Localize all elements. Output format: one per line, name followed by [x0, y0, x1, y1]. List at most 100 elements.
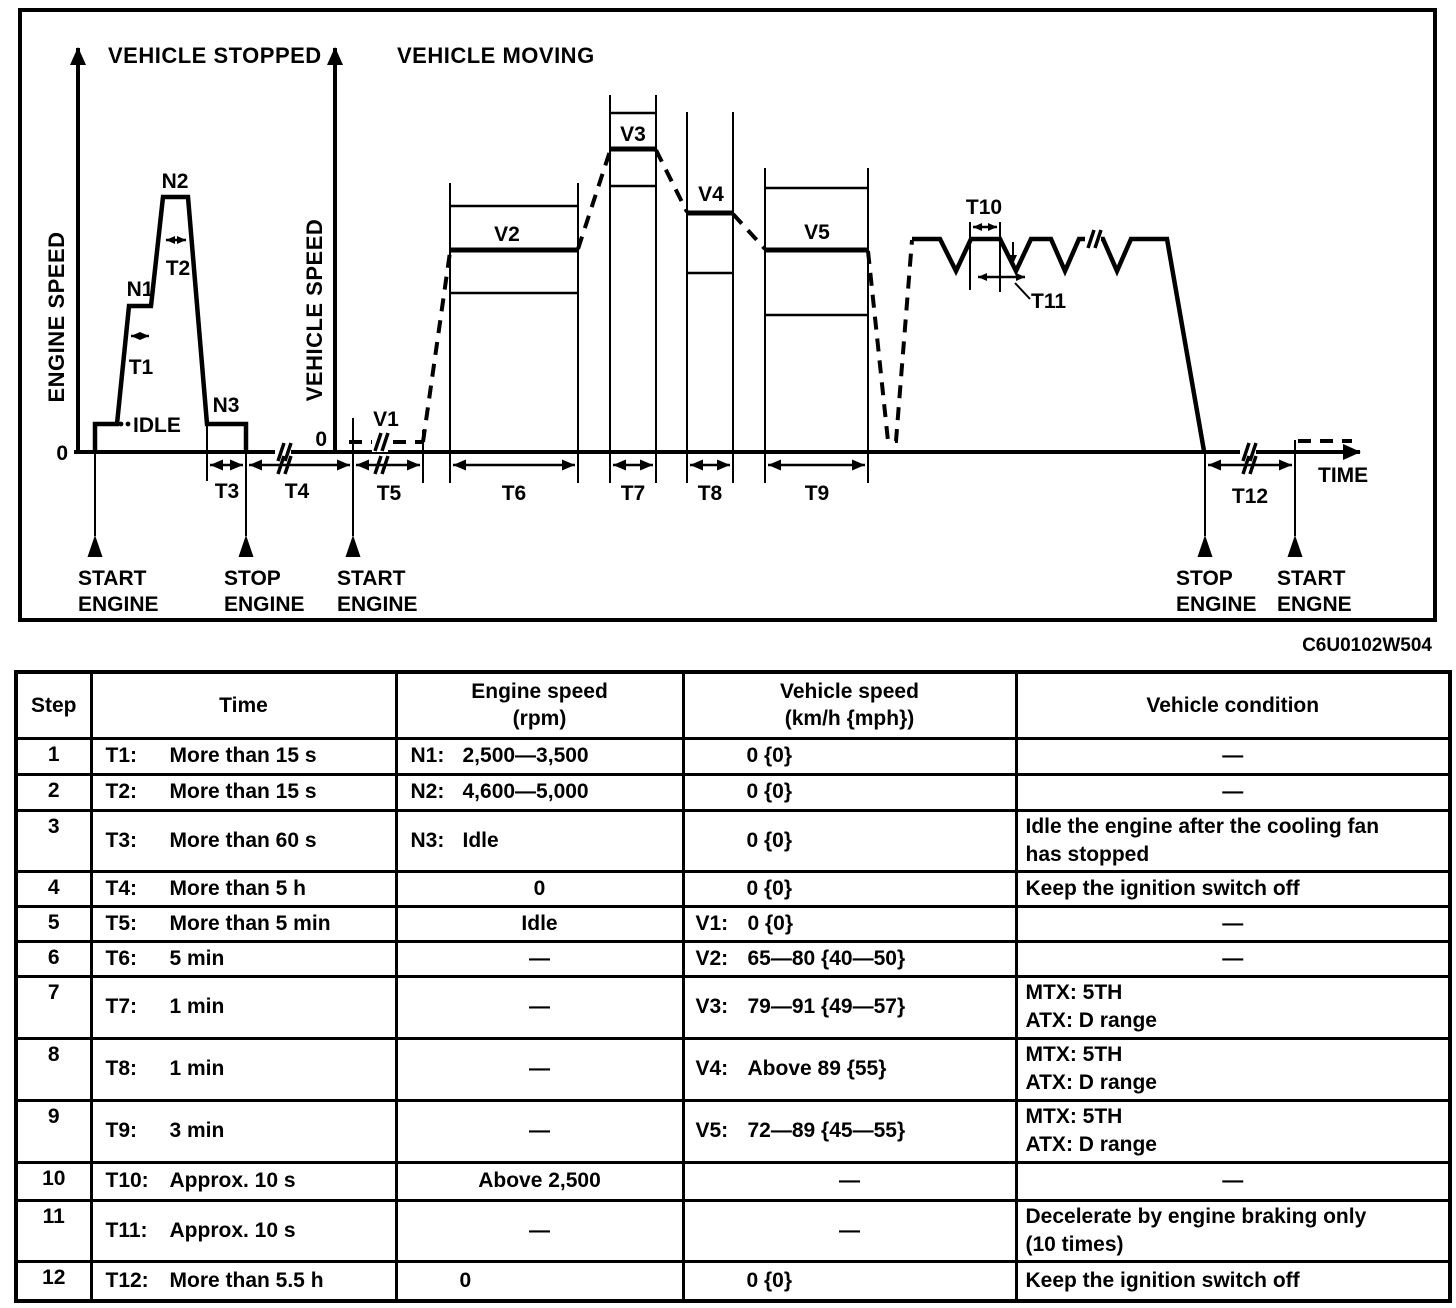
header-vehicle-condition: Vehicle condition: [1014, 670, 1452, 740]
time-cell: T10: Approx. 10 s: [89, 1160, 398, 1202]
table-row: 3 T3: More than 60 s N3: Idle 0 {0} Idle the e…: [14, 808, 1452, 873]
t11-label: T11: [1031, 290, 1066, 313]
engine-speed-cell: N3: Idle: [394, 808, 685, 873]
engine-speed-value: —: [529, 1119, 550, 1142]
t2-label: T2: [166, 257, 191, 280]
svg-text:START: START: [337, 567, 406, 590]
time-value: Approx. 10 s: [169, 1169, 296, 1192]
condition-value: —: [1222, 911, 1244, 935]
condition-value: MTX: 5TH ATX: D range: [1025, 1105, 1157, 1156]
v1-label: V1: [373, 408, 399, 431]
condition-value: Idle the engine after the cooling fan ha…: [1025, 814, 1380, 866]
vehicle-speed-value: 0 {0}: [746, 780, 793, 803]
engine-speed-value: Idle: [462, 828, 499, 852]
t4-label: T4: [285, 480, 310, 503]
condition-value: —: [1222, 1169, 1244, 1192]
time-label: T8:: [105, 1057, 138, 1080]
event-start-engine-1: START ENGINE: [78, 567, 159, 616]
time-value: More than 5 min: [169, 911, 331, 935]
table-row: 8 T8: 1 min — V4: Above 89 {55} MTX: 5TH ATX: …: [14, 1036, 1452, 1102]
time-label: T2:: [105, 780, 138, 803]
condition-cell: Idle the engine after the cooling fan ha…: [1014, 808, 1452, 873]
step-cell: 11: [14, 1198, 93, 1263]
time-cell: T3: More than 60 s: [89, 808, 398, 873]
vehicle-speed-value: —: [839, 1218, 860, 1242]
engine-speed-cell: Above 2,500: [394, 1160, 685, 1202]
engine-speed-label: N3:: [410, 828, 445, 852]
engine-speed-trace: [92, 194, 249, 452]
condition-cell: Keep the ignition switch off: [1014, 1259, 1452, 1303]
vehicle-speed-cell: V2: 65—80 {40—50}: [681, 939, 1018, 978]
svg-text:ENGNE: ENGNE: [1277, 593, 1352, 616]
time-value: More than 60 s: [169, 828, 317, 852]
t3-label: T3: [215, 480, 240, 503]
condition-cell: —: [1014, 904, 1452, 943]
condition-value: Keep the ignition switch off: [1025, 1268, 1300, 1292]
table-row: 10 T10: Approx. 10 s Above 2,500 — —: [14, 1160, 1452, 1202]
time-cell: T7: 1 min: [89, 974, 398, 1040]
time-value: 1 min: [169, 1057, 225, 1080]
step-value: 11: [42, 1204, 65, 1228]
vehicle-speed-label: V5:: [695, 1119, 729, 1142]
vehicle-speed-cell: V3: 79—91 {49—57}: [681, 974, 1018, 1040]
table-row: 4 T4: More than 5 h 0 0 {0} Keep the ignition…: [14, 869, 1452, 908]
condition-cell: —: [1014, 939, 1452, 978]
step-value: 12: [42, 1265, 66, 1289]
step-value: 1: [47, 742, 60, 766]
t6-label: T6: [502, 482, 527, 505]
vehicle-speed-label: V2:: [695, 946, 729, 970]
table-row: 11 T11: Approx. 10 s — — Decelerate by engine…: [14, 1198, 1452, 1263]
engine-speed-label: N2:: [410, 780, 445, 803]
vehicle-speed-dashed-trace: [349, 149, 1352, 444]
time-label: T11:: [105, 1218, 148, 1242]
time-label: T4:: [105, 876, 138, 900]
step-cell: 9: [14, 1098, 93, 1164]
condition-cell: —: [1014, 772, 1452, 812]
engine-speed-value: —: [529, 1218, 550, 1242]
time-cell: T1: More than 15 s: [89, 736, 398, 776]
step-value: 8: [47, 1042, 60, 1066]
n1-label: N1: [127, 278, 154, 301]
time-label: TIME: [1318, 464, 1368, 487]
vehicle-speed-value: Above 89 {55}: [747, 1057, 887, 1080]
right-title: VEHICLE MOVING: [397, 43, 595, 68]
speed-band-ticks: [450, 111, 868, 317]
vehicle-speed-cell: —: [681, 1160, 1018, 1202]
time-value: More than 15 s: [169, 780, 317, 803]
step-cell: 8: [14, 1036, 93, 1102]
condition-value: MTX: 5TH ATX: D range: [1025, 1043, 1157, 1094]
v2-label: V2: [494, 223, 520, 246]
v3-label: V3: [620, 123, 646, 146]
time-value: Approx. 10 s: [169, 1218, 296, 1242]
condition-cell: —: [1014, 736, 1452, 776]
time-cell: T11: Approx. 10 s: [89, 1198, 398, 1263]
step-value: 7: [47, 980, 60, 1004]
vehicle-speed-value: 0 {0}: [746, 1268, 793, 1292]
step-cell: 5: [14, 904, 93, 943]
condition-value: —: [1222, 946, 1244, 970]
step-cell: 7: [14, 974, 93, 1040]
figure-code: C6U0102W504: [1302, 635, 1432, 656]
step-cell: 10: [14, 1160, 93, 1202]
vehicle-speed-axis-label: VEHICLE SPEED: [302, 219, 327, 402]
time-label: T9:: [105, 1119, 138, 1142]
time-cell: T12: More than 5.5 h: [89, 1259, 398, 1303]
time-label: T10:: [105, 1169, 149, 1192]
time-label: T6:: [105, 946, 138, 970]
zero-left: 0: [56, 442, 68, 465]
condition-cell: MTX: 5TH ATX: D range: [1014, 1098, 1452, 1164]
table-row: 5 T5: More than 5 min Idle V1: 0 {0} —: [14, 904, 1452, 943]
vehicle-speed-value: 0 {0}: [747, 911, 794, 935]
table-row: 6 T6: 5 min — V2: 65—80 {40—50} —: [14, 939, 1452, 978]
time-value: 5 min: [169, 946, 225, 970]
svg-text:ENGINE: ENGINE: [337, 593, 418, 616]
engine-speed-cell: 0: [394, 869, 685, 908]
vehicle-speed-label: V4:: [695, 1057, 729, 1080]
step-value: 6: [47, 945, 60, 969]
svg-text:ENGINE: ENGINE: [224, 593, 305, 616]
table-row: 1 T1: More than 15 s N1: 2,500—3,500 0 {0} —: [14, 736, 1452, 776]
t10-label: T10: [966, 196, 1002, 219]
vehicle-speed-label: V1:: [695, 911, 729, 935]
vehicle-speed-label: V3:: [695, 995, 729, 1018]
t9-label: T9: [805, 482, 830, 505]
